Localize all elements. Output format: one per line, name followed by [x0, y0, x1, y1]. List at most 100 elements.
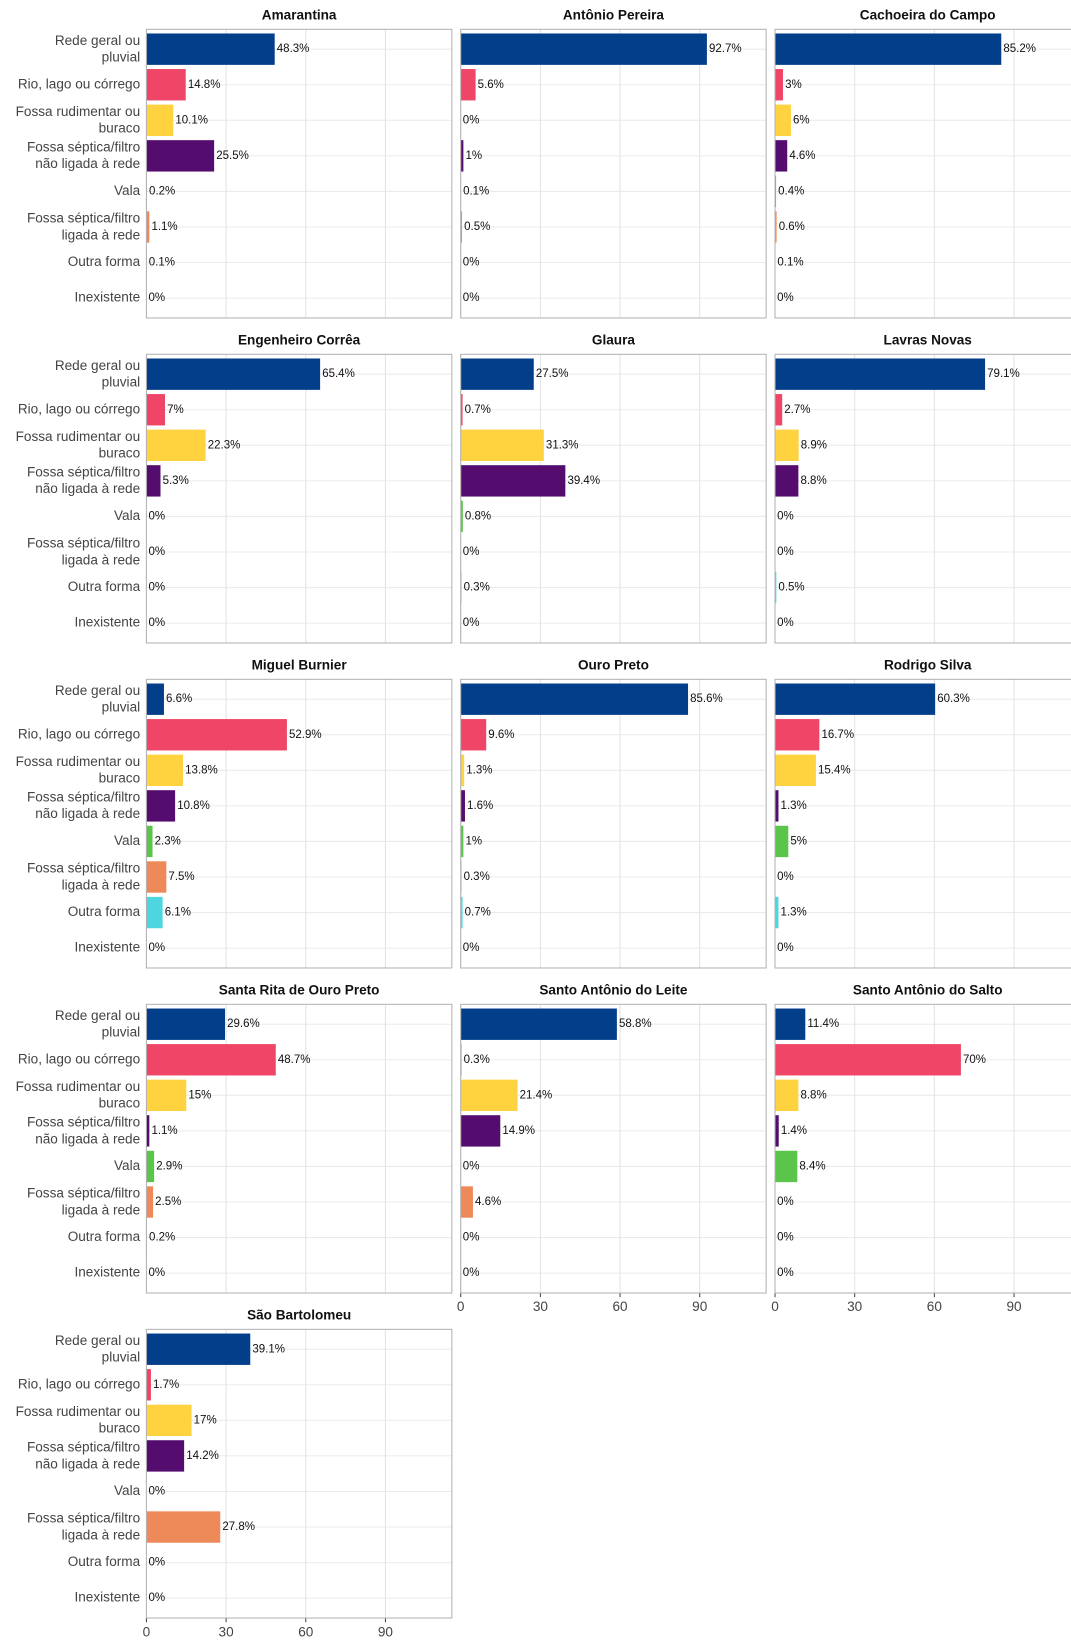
panel-title: Engenheiro Corrêa: [238, 332, 361, 347]
bar: [775, 1079, 799, 1112]
bar: [146, 69, 186, 101]
category-label: Inexistente: [74, 615, 140, 630]
bar: [775, 825, 789, 858]
category-label: Vala: [114, 508, 141, 523]
x-tick-label: 0: [457, 1299, 465, 1314]
bar: [146, 719, 287, 751]
value-label: 2.3%: [155, 835, 181, 847]
value-label: 8.9%: [801, 439, 827, 451]
category-label: Vala: [114, 1483, 141, 1498]
value-label: 0.6%: [779, 221, 805, 233]
bar: [146, 1511, 221, 1543]
value-label: 8.8%: [800, 475, 826, 487]
bar: [146, 33, 275, 65]
bar: [460, 500, 463, 533]
bar: [460, 429, 544, 461]
value-label: 85.6%: [690, 693, 723, 705]
panel-background: [146, 1329, 452, 1619]
category-label: Rio, lago ou córrego: [18, 401, 140, 416]
bar: [460, 140, 464, 172]
value-label: 1.7%: [153, 1379, 179, 1391]
panel-background: [460, 29, 767, 318]
value-label: 1.3%: [466, 764, 492, 776]
value-label: 17%: [194, 1414, 217, 1426]
value-label: 0.2%: [149, 1232, 175, 1244]
panel-border: [460, 28, 767, 319]
bar: [775, 1150, 798, 1183]
bar: [460, 33, 707, 65]
value-label: 39.4%: [567, 475, 600, 487]
bar: [146, 140, 215, 172]
bar: [775, 140, 788, 172]
panel-title: Santo Antônio do Leite: [539, 982, 688, 997]
category-label: Fossa séptica/filtro ligada à rede: [27, 535, 140, 567]
category-label: Rio, lago ou córrego: [18, 1051, 140, 1066]
category-label: Fossa séptica/filtro ligada à rede: [27, 210, 140, 242]
category-label: Outra forma: [68, 1229, 141, 1244]
value-label: 29.6%: [227, 1018, 260, 1030]
bar: [775, 719, 820, 751]
bar: [146, 358, 321, 390]
value-label: 0%: [149, 582, 166, 594]
panel-background: [775, 29, 1071, 318]
value-label: 48.3%: [277, 43, 310, 55]
bar: [460, 1115, 501, 1147]
bar: [775, 429, 799, 461]
category-label: Outra forma: [68, 904, 141, 919]
panel-background: [460, 679, 767, 968]
bar: [146, 1115, 150, 1147]
value-label: 27.5%: [536, 368, 569, 380]
panel-border: [774, 28, 1071, 319]
value-label: 0%: [463, 292, 480, 304]
panel-border: [145, 353, 453, 644]
x-tick-label: 90: [692, 1299, 708, 1314]
category-label: Fossa séptica/filtro não ligada à rede: [27, 464, 140, 496]
value-label: 0%: [149, 1592, 166, 1604]
value-label: 0.5%: [778, 582, 804, 594]
category-label: Rede geral ou pluvial: [55, 682, 140, 714]
value-label: 2.7%: [784, 404, 810, 416]
panel-border: [460, 678, 767, 969]
bar: [775, 394, 783, 426]
category-label: Vala: [114, 1158, 141, 1173]
value-label: 0%: [149, 1485, 166, 1497]
value-label: 0.3%: [464, 871, 490, 883]
value-label: 52.9%: [289, 729, 322, 741]
value-label: 92.7%: [709, 43, 742, 55]
category-label: Fossa rudimentar ou buraco: [16, 104, 141, 136]
value-label: 1.3%: [781, 800, 807, 812]
panel-border: [145, 1328, 453, 1619]
panel-title: Ouro Preto: [578, 657, 649, 672]
value-label: 0%: [149, 1557, 166, 1569]
value-label: 60.3%: [937, 693, 970, 705]
value-label: 0%: [463, 546, 480, 558]
value-label: 14.8%: [188, 79, 221, 91]
value-label: 0%: [149, 942, 166, 954]
bar: [775, 896, 779, 929]
bar: [146, 825, 153, 858]
bar: [460, 790, 465, 822]
category-label: Fossa séptica/filtro ligada à rede: [27, 1185, 140, 1217]
bar: [775, 1115, 779, 1147]
bar: [146, 754, 184, 787]
value-label: 21.4%: [520, 1089, 553, 1101]
value-label: 65.4%: [322, 368, 355, 380]
bar: [146, 1333, 251, 1365]
panel-border: [774, 353, 1071, 644]
bar: [460, 1186, 473, 1218]
value-label: 0%: [149, 1267, 166, 1279]
bar: [146, 394, 166, 426]
value-label: 8.8%: [800, 1089, 826, 1101]
x-tick-label: 90: [1006, 1299, 1022, 1314]
value-label: 11.4%: [807, 1018, 839, 1030]
category-label: Fossa rudimentar ou buraco: [16, 1404, 141, 1436]
value-label: 6%: [793, 114, 810, 126]
bar: [460, 825, 464, 858]
bar: [146, 1044, 276, 1076]
category-label: Fossa rudimentar ou buraco: [16, 1079, 141, 1111]
panel-border: [145, 1003, 453, 1294]
value-label: 15%: [188, 1089, 211, 1101]
bar: [146, 1150, 155, 1183]
bar: [460, 683, 689, 715]
